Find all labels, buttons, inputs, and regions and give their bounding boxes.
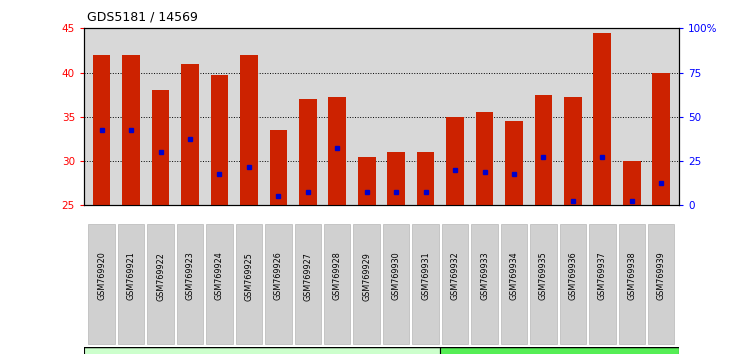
- Bar: [593, 33, 611, 205]
- FancyBboxPatch shape: [501, 224, 527, 344]
- FancyBboxPatch shape: [236, 224, 262, 344]
- FancyBboxPatch shape: [412, 224, 439, 344]
- Text: GDS5181 / 14569: GDS5181 / 14569: [87, 11, 198, 24]
- Bar: [269, 130, 287, 205]
- Bar: [505, 121, 523, 205]
- Bar: [122, 55, 140, 205]
- FancyBboxPatch shape: [440, 347, 679, 354]
- Text: GSM769937: GSM769937: [598, 252, 607, 301]
- Bar: [534, 95, 553, 205]
- Bar: [564, 97, 582, 205]
- Text: GSM769934: GSM769934: [510, 252, 518, 301]
- FancyBboxPatch shape: [560, 224, 586, 344]
- Text: GSM769936: GSM769936: [569, 252, 577, 301]
- Bar: [417, 152, 434, 205]
- FancyBboxPatch shape: [442, 224, 469, 344]
- FancyBboxPatch shape: [294, 224, 321, 344]
- Text: GSM769929: GSM769929: [362, 252, 371, 301]
- Bar: [210, 75, 228, 205]
- Text: GSM769933: GSM769933: [480, 252, 489, 301]
- Text: GSM769920: GSM769920: [97, 252, 106, 301]
- Text: GSM769921: GSM769921: [126, 252, 136, 301]
- FancyBboxPatch shape: [648, 224, 675, 344]
- Bar: [653, 73, 670, 205]
- FancyBboxPatch shape: [84, 347, 440, 354]
- FancyBboxPatch shape: [265, 224, 291, 344]
- Text: GSM769928: GSM769928: [333, 252, 342, 301]
- Text: GSM769932: GSM769932: [450, 252, 460, 301]
- Bar: [299, 99, 317, 205]
- Text: GSM769939: GSM769939: [657, 252, 666, 301]
- Text: GSM769938: GSM769938: [627, 252, 637, 301]
- Text: GSM769923: GSM769923: [185, 252, 194, 301]
- Bar: [328, 97, 346, 205]
- FancyBboxPatch shape: [472, 224, 498, 344]
- FancyBboxPatch shape: [147, 224, 174, 344]
- Bar: [152, 90, 169, 205]
- Text: GSM769927: GSM769927: [303, 252, 312, 301]
- Bar: [181, 64, 199, 205]
- Bar: [446, 117, 464, 205]
- FancyBboxPatch shape: [324, 224, 350, 344]
- FancyBboxPatch shape: [118, 224, 145, 344]
- Text: GSM769924: GSM769924: [215, 252, 224, 301]
- FancyBboxPatch shape: [589, 224, 615, 344]
- Text: GSM769925: GSM769925: [245, 252, 253, 301]
- Bar: [93, 55, 110, 205]
- Text: GSM769926: GSM769926: [274, 252, 283, 301]
- FancyBboxPatch shape: [353, 224, 380, 344]
- FancyBboxPatch shape: [88, 224, 115, 344]
- Bar: [358, 156, 375, 205]
- FancyBboxPatch shape: [206, 224, 233, 344]
- FancyBboxPatch shape: [530, 224, 557, 344]
- Bar: [388, 152, 405, 205]
- Bar: [476, 113, 493, 205]
- Text: GSM769931: GSM769931: [421, 252, 430, 301]
- FancyBboxPatch shape: [177, 224, 203, 344]
- Bar: [623, 161, 641, 205]
- Text: GSM769930: GSM769930: [392, 252, 401, 301]
- Text: GSM769922: GSM769922: [156, 252, 165, 301]
- Text: GSM769935: GSM769935: [539, 252, 548, 301]
- FancyBboxPatch shape: [618, 224, 645, 344]
- FancyBboxPatch shape: [383, 224, 410, 344]
- Bar: [240, 55, 258, 205]
